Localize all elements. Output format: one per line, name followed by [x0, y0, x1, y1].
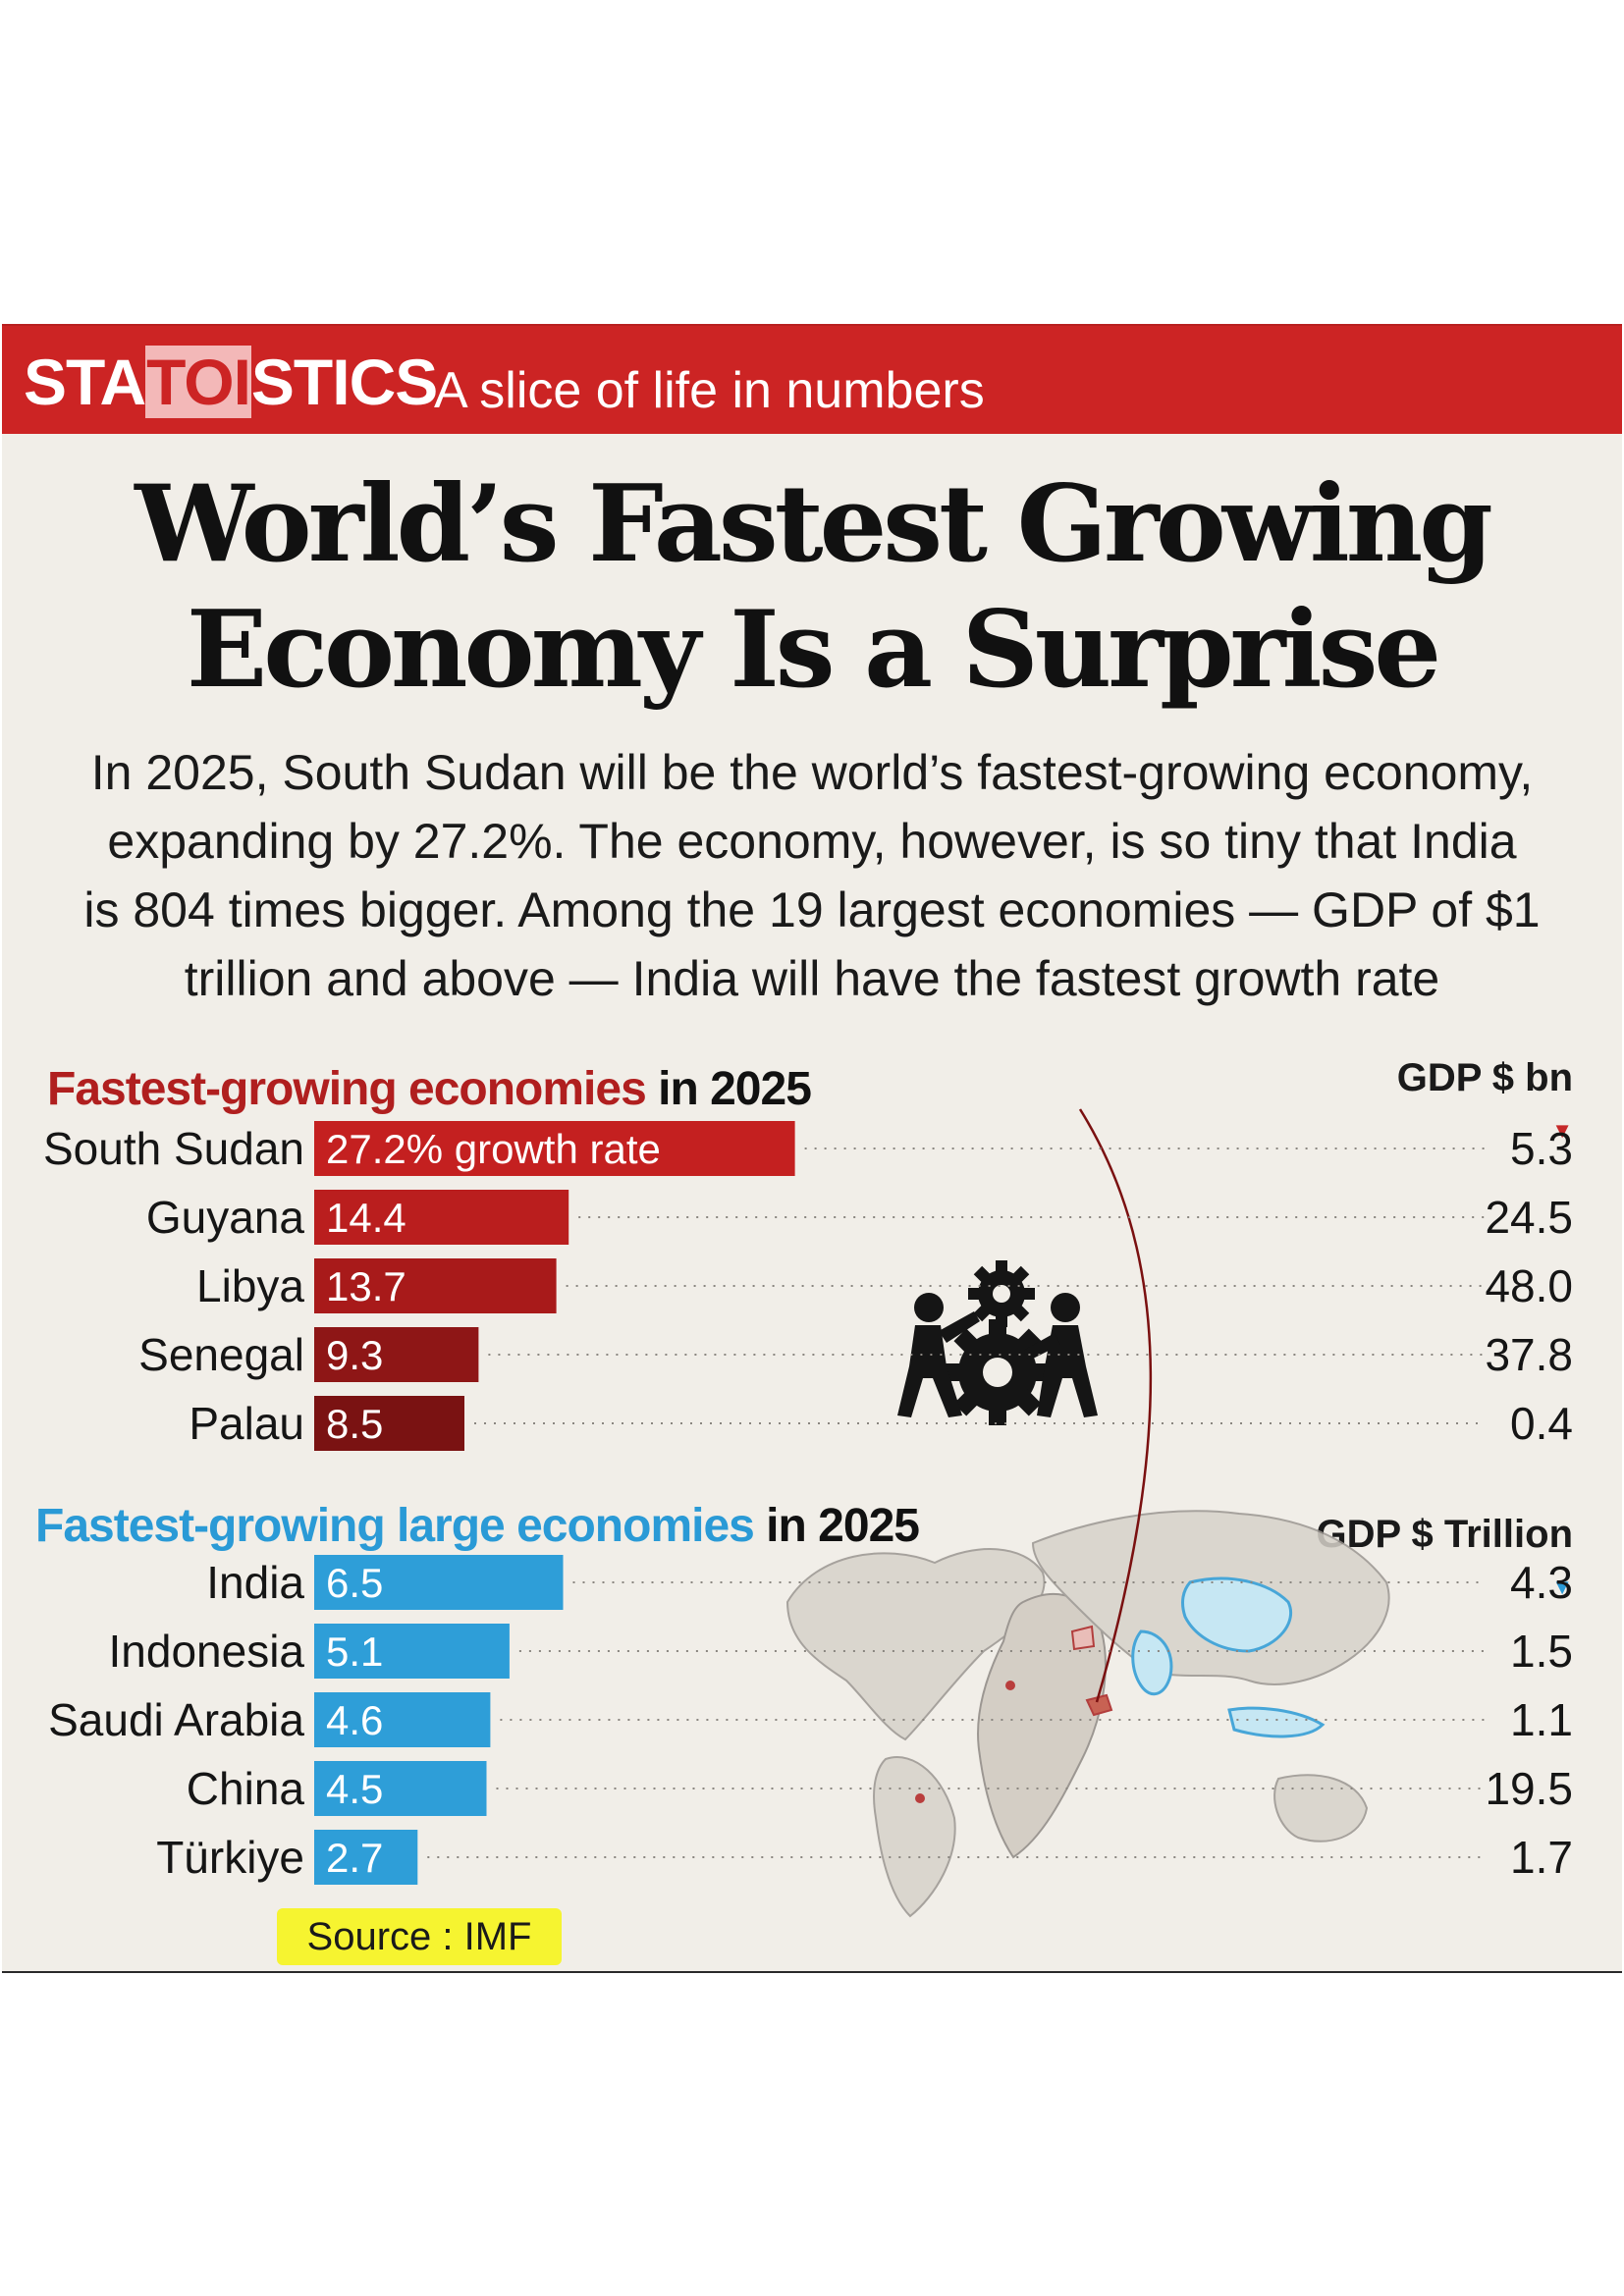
infographic-panel: STATOISTICS A slice of life in numbers W… — [2, 324, 1622, 1973]
headline-line-2: Economy Is a Surprise — [186, 588, 1441, 712]
gdp-value: 1.1 — [1510, 1694, 1573, 1745]
category-label: Türkiye — [156, 1832, 304, 1883]
gdp-value: 1.5 — [1510, 1626, 1573, 1677]
bar-china — [314, 1761, 487, 1816]
bar-india — [314, 1555, 564, 1610]
intro-line-4: trillion and above — India will have the… — [184, 951, 1440, 1006]
intro-line-2: expanding by 27.2%. The economy, however… — [107, 814, 1517, 869]
gdp-value: 0.4 — [1510, 1398, 1573, 1449]
bar-saudi-arabia — [314, 1692, 491, 1747]
bar-value-label: 2.7 — [326, 1835, 383, 1881]
bar-guyana — [314, 1190, 569, 1245]
bar-t-rkiye — [314, 1830, 418, 1885]
chart-2-gdp-header: GDP $ Trillion ▼ — [1316, 1513, 1573, 1599]
category-label: India — [206, 1557, 304, 1608]
category-label: Guyana — [146, 1192, 305, 1243]
bar-value-label: 4.5 — [326, 1766, 383, 1812]
bar-palau — [314, 1396, 464, 1451]
gears-workers-icon — [897, 1260, 1098, 1425]
bar-libya — [314, 1258, 557, 1313]
bar-value-label: 9.3 — [326, 1332, 383, 1378]
headline-line-1: World’s Fastest Growing — [135, 462, 1493, 586]
chart-fastest-growing: 27.2% growth rate South Sudan 5.3 14.4 Guyan… — [43, 1121, 1573, 1451]
category-label: China — [187, 1763, 305, 1814]
bar-value-label: 14.4 — [326, 1195, 406, 1241]
gdp-value: 5.3 — [1510, 1123, 1573, 1174]
category-label: Libya — [196, 1260, 304, 1311]
gdp-value: 4.3 — [1510, 1557, 1573, 1608]
chart-1-gdp-header: GDP $ bn ▼ — [1396, 1056, 1573, 1143]
header-banner: STATOISTICS A slice of life in numbers — [2, 326, 1622, 434]
world-map-icon — [785, 1510, 1390, 1918]
bar-value-label: 27.2% growth rate — [326, 1126, 661, 1172]
category-label: Indonesia — [109, 1626, 305, 1677]
category-label: Senegal — [138, 1329, 304, 1380]
gdp-value: 48.0 — [1485, 1260, 1573, 1311]
bar-value-label: 6.5 — [326, 1560, 383, 1606]
chart-1-title: Fastest-growing economies in 2025 — [47, 1063, 812, 1115]
bar-south-sudan — [314, 1121, 795, 1176]
charts-svg: 27.2% growth rate South Sudan 5.3 14.4 Guyan… — [43, 1108, 1573, 1918]
category-label: Saudi Arabia — [48, 1694, 304, 1745]
gdp-value: 37.8 — [1485, 1329, 1573, 1380]
bar-senegal — [314, 1327, 479, 1382]
bar-value-label: 5.1 — [326, 1629, 383, 1675]
bar-indonesia — [314, 1624, 510, 1679]
gdp-value: 24.5 — [1485, 1192, 1573, 1243]
gdp-value: 19.5 — [1485, 1763, 1573, 1814]
gdp-value: 1.7 — [1510, 1832, 1573, 1883]
brand-logo: STATOISTICS — [24, 346, 438, 418]
tagline: A slice of life in numbers — [434, 362, 985, 419]
bar-value-label: 13.7 — [326, 1263, 406, 1309]
intro-line-3: is 804 times bigger. Among the 19 larges… — [83, 882, 1541, 937]
chart-2-title: Fastest-growing large economies in 2025 — [35, 1500, 920, 1552]
category-label: South Sudan — [43, 1123, 304, 1174]
connector-line — [1078, 1108, 1153, 1703]
bar-value-label: 8.5 — [326, 1401, 383, 1447]
category-label: Palau — [189, 1398, 304, 1449]
intro-line-1: In 2025, South Sudan will be the world’s… — [90, 745, 1534, 800]
chart-fastest-growing-large: 6.5 India 4.3 5.1 Indonesia 1.5 4.6 Saudi Arabi… — [48, 1555, 1573, 1885]
bar-value-label: 4.6 — [326, 1697, 383, 1743]
source-note: Source : IMF — [277, 1908, 562, 1965]
